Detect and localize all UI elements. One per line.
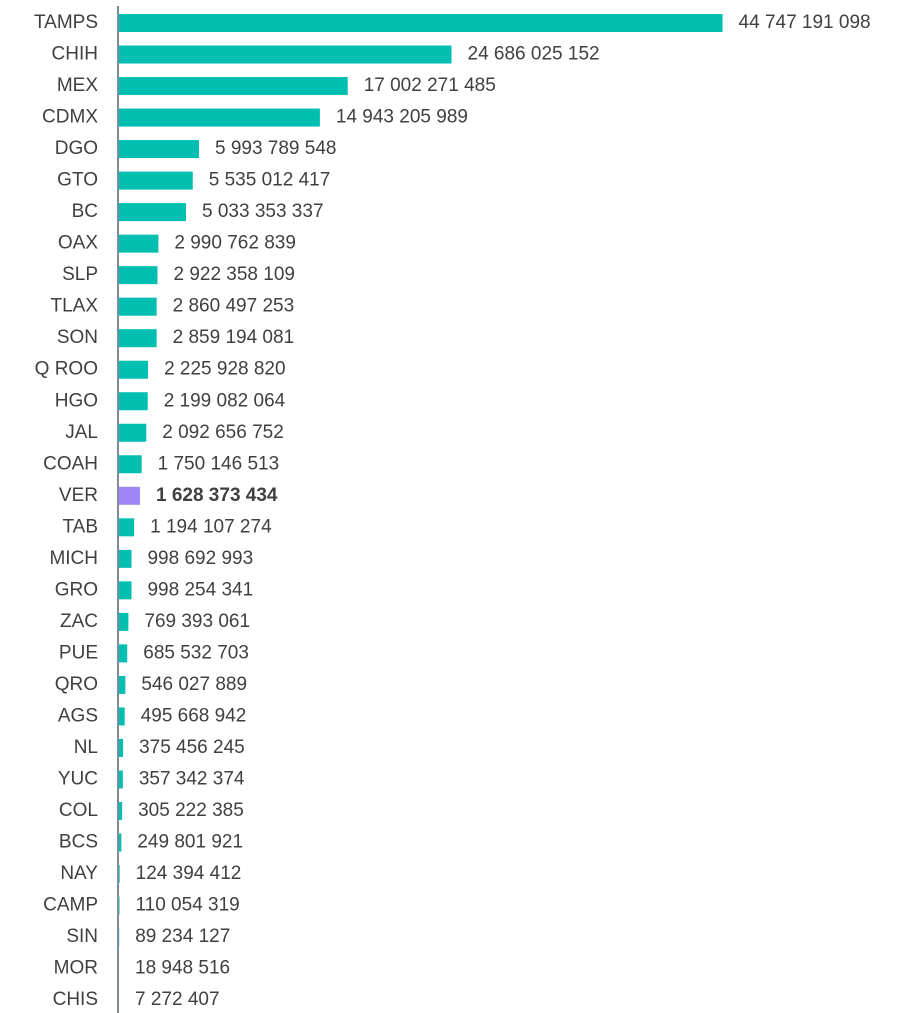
y-tick-label: PUE <box>59 642 98 663</box>
value-label: 769 393 061 <box>144 611 250 632</box>
value-label: 375 456 245 <box>139 737 245 758</box>
bar <box>119 14 723 32</box>
y-tick-label: OAX <box>58 233 98 254</box>
y-tick-label: AGS <box>58 705 98 726</box>
value-label: 5 993 789 548 <box>215 138 337 159</box>
value-label: 998 254 341 <box>147 579 253 600</box>
bar <box>119 234 159 253</box>
y-tick-label: NAY <box>60 863 98 884</box>
value-label: 124 394 412 <box>136 863 242 884</box>
bar <box>119 297 157 316</box>
y-tick-label: TAB <box>62 516 98 537</box>
y-tick-label: CDMX <box>42 107 98 128</box>
value-label: 685 532 703 <box>143 642 249 663</box>
bar <box>119 770 123 789</box>
y-tick-label: TAMPS <box>34 12 98 33</box>
value-label: 7 272 407 <box>135 989 220 1010</box>
value-label: 2 199 082 064 <box>164 390 286 411</box>
y-tick-label: SON <box>57 327 98 348</box>
value-label: 5 535 012 417 <box>209 170 331 191</box>
bar <box>119 171 193 190</box>
bar <box>119 738 124 757</box>
value-label: 2 859 194 081 <box>173 327 295 348</box>
bar <box>119 140 199 159</box>
value-label: 2 860 497 253 <box>173 296 295 317</box>
value-label: 2 990 762 839 <box>174 233 296 254</box>
value-label: 5 033 353 337 <box>202 201 324 222</box>
bar <box>119 707 125 726</box>
y-tick-label: MEX <box>57 75 99 96</box>
y-tick-label: COL <box>59 800 98 821</box>
value-label: 1 628 373 434 <box>156 485 278 506</box>
value-label: 495 668 942 <box>141 705 247 726</box>
y-tick-label: ZAC <box>60 611 98 632</box>
bar <box>119 644 128 663</box>
y-tick-label: GTO <box>57 170 98 191</box>
y-tick-label: BC <box>72 201 98 222</box>
y-tick-label: DGO <box>55 138 98 159</box>
bar <box>119 203 187 222</box>
y-tick-label: SLP <box>62 264 98 285</box>
value-label: 305 222 385 <box>138 800 244 821</box>
bar <box>119 486 140 505</box>
bar <box>119 77 348 96</box>
y-tick-label: GRO <box>55 579 98 600</box>
y-tick-label: COAH <box>43 453 98 474</box>
bar <box>119 833 122 852</box>
bar <box>119 329 157 348</box>
bar <box>119 581 132 600</box>
y-tick-label: HGO <box>55 390 98 411</box>
bar <box>119 865 120 884</box>
bar <box>119 549 132 568</box>
value-label: 1 750 146 513 <box>158 453 280 474</box>
bar <box>119 423 147 442</box>
bar <box>119 392 148 411</box>
value-label: 110 054 319 <box>135 895 239 916</box>
y-tick-label: NL <box>74 737 98 758</box>
y-tick-label: CAMP <box>43 895 98 916</box>
value-label: 89 234 127 <box>135 926 230 947</box>
value-label: 17 002 271 485 <box>364 75 496 96</box>
value-label: 24 686 025 152 <box>468 44 600 65</box>
bar <box>119 675 126 694</box>
bar <box>119 360 149 379</box>
value-label: 357 342 374 <box>139 768 245 789</box>
y-tick-label: JAL <box>65 422 98 443</box>
bar <box>119 108 320 127</box>
y-tick-label: MICH <box>49 548 98 569</box>
y-tick-label: SIN <box>66 926 98 947</box>
y-tick-label: YUC <box>58 768 98 789</box>
y-tick-label: Q ROO <box>35 359 98 380</box>
bar <box>119 518 135 537</box>
value-label: 18 948 516 <box>135 958 230 979</box>
value-label: 998 692 993 <box>147 548 253 569</box>
value-label: 44 747 191 098 <box>739 12 871 33</box>
value-label: 2 092 656 752 <box>162 422 284 443</box>
bar <box>119 612 129 631</box>
y-tick-label: CHIS <box>53 989 98 1010</box>
y-tick-label: VER <box>59 485 98 506</box>
bar <box>119 802 123 820</box>
value-label: 546 027 889 <box>141 674 247 695</box>
bar <box>119 455 142 474</box>
value-label: 2 225 928 820 <box>164 359 286 380</box>
value-label: 1 194 107 274 <box>150 516 272 537</box>
y-tick-label: TLAX <box>50 296 98 317</box>
y-tick-label: QRO <box>55 674 98 695</box>
value-label: 2 922 358 109 <box>173 264 295 285</box>
bar <box>119 266 158 285</box>
y-tick-label: CHIH <box>52 44 98 65</box>
value-label: 14 943 205 989 <box>336 107 468 128</box>
y-tick-label: MOR <box>54 958 98 979</box>
bar <box>119 45 452 64</box>
value-label: 249 801 921 <box>137 832 243 853</box>
y-tick-label: BCS <box>59 832 98 853</box>
